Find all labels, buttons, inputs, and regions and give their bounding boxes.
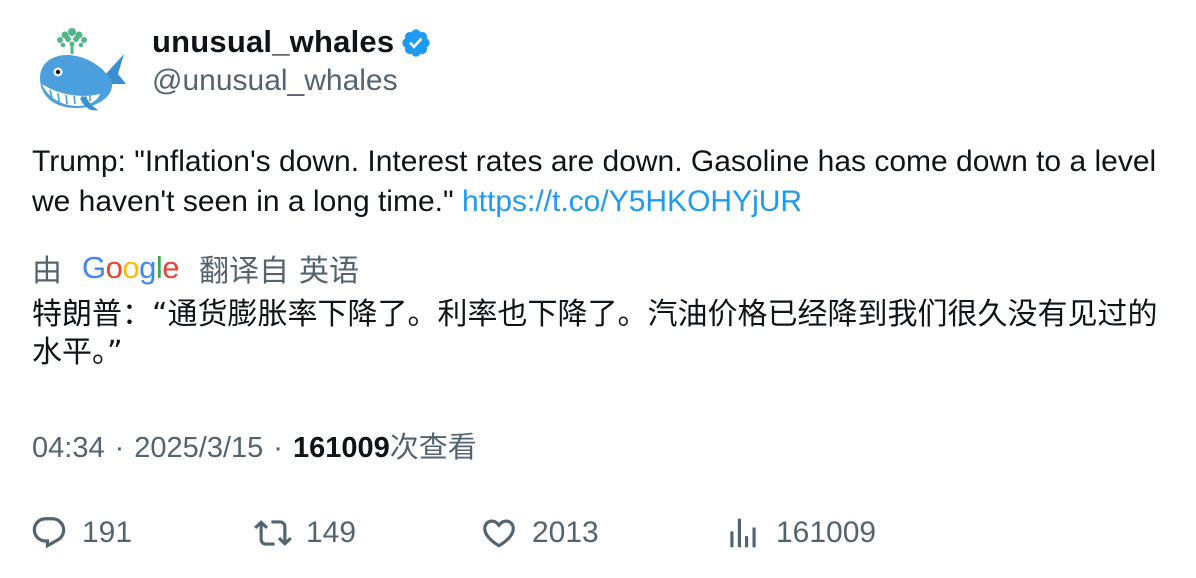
translated-by-label: 由 [32,255,62,288]
views-count: 161009 [292,432,390,464]
like-button[interactable]: 2013 [480,508,599,558]
avatar[interactable] [32,24,128,116]
tweet-body: Trump: "Inflation's down. Interest rates… [32,145,1157,218]
source-language[interactable]: 英语 [299,255,360,288]
reply-count: 191 [82,516,133,549]
translated-from-label: 翻译自 [199,255,290,288]
action-bar: 191 149 2013 161009 [30,508,1170,558]
handle[interactable]: @unusual_whales [152,64,398,97]
separator-dot: · [273,432,283,464]
retweet-icon [254,520,292,546]
views-label: 次查看 [389,432,477,464]
retweet-button[interactable]: 149 [254,508,356,558]
like-count: 2013 [532,516,599,549]
translated-text: 特朗普：“通货膨胀率下降了。利率也下降了。汽油价格已经降到我们很久没有见过的水平… [32,297,1158,370]
tweet-date[interactable]: 2025/3/15 [134,432,264,464]
tweet-link[interactable]: https://t.co/Y5HKOHYjUR [461,185,803,218]
views-action-count: 161009 [776,516,877,549]
reply-icon [32,517,66,549]
separator-dot: · [114,432,125,464]
whale-logo-icon [40,28,126,111]
reply-button[interactable]: 191 [30,508,132,558]
tweet-meta: 04:34 · 2025/3/15 · 161009 次查看 [32,424,477,464]
tweet-text: Trump: "Inflation's down. Interest rates… [32,142,1172,222]
translation-attribution: 由 Google 翻译自 英语 [32,248,359,288]
author-block: unusual_whales @unusual_whales [152,22,432,98]
views-button[interactable]: 161009 [724,508,876,558]
google-logo-icon: Google [82,250,180,285]
analytics-icon [730,518,756,548]
heart-icon [483,519,515,548]
verified-badge-icon[interactable] [400,27,432,59]
name-row: unusual_whales [152,22,432,62]
display-name[interactable]: unusual_whales [152,24,395,59]
tweet-time[interactable]: 04:34 [32,432,105,464]
retweet-count: 149 [306,516,357,549]
